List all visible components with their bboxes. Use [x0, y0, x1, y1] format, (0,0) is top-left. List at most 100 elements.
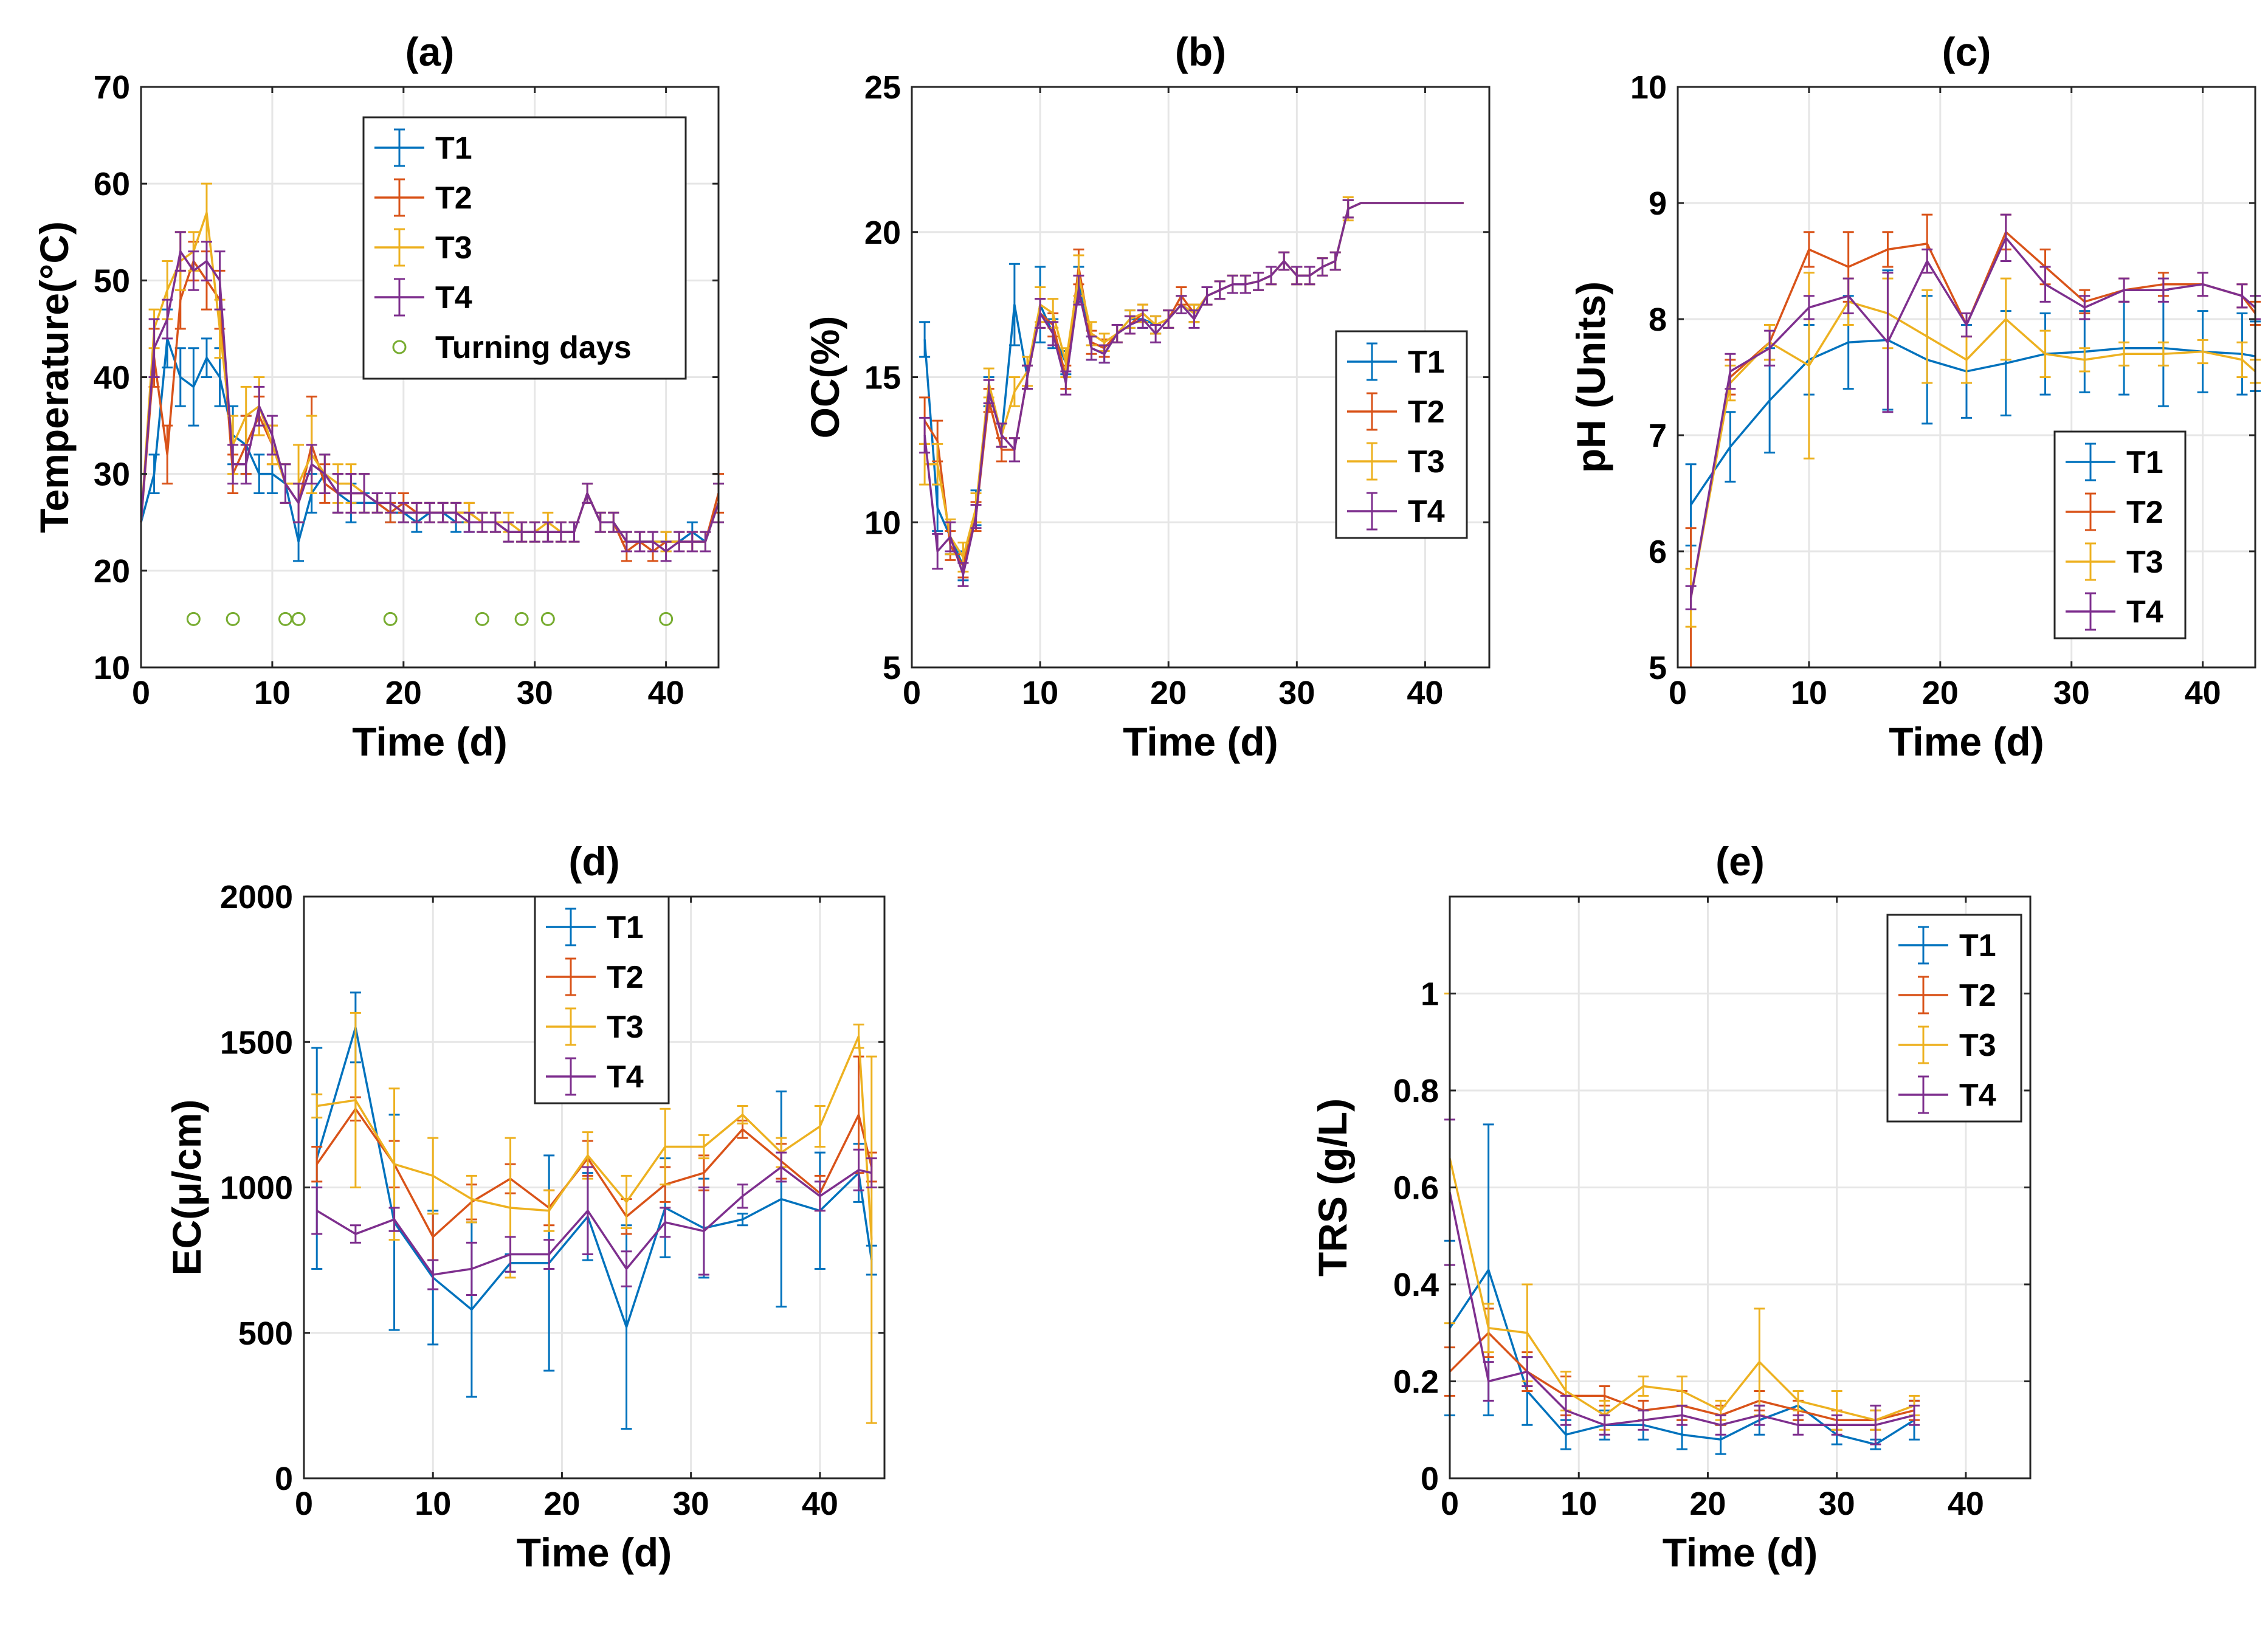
x-axis-label: Time (d) — [352, 719, 507, 764]
series-line-T1 — [1690, 339, 2256, 506]
x-tick-label: 40 — [1407, 675, 1443, 711]
y-tick-label: 0.4 — [1393, 1267, 1439, 1303]
y-tick-label: 40 — [94, 360, 130, 396]
legend-label-T4: T4 — [1959, 1078, 1996, 1113]
x-tick-label: 0 — [903, 675, 921, 711]
legend-label-T2: T2 — [1959, 978, 1996, 1013]
y-tick-label: 6 — [1649, 534, 1667, 570]
x-tick-label: 0 — [1441, 1486, 1459, 1522]
x-tick-label: 0 — [132, 675, 150, 711]
legend: T1 T2 T3 T4 — [1886, 914, 2022, 1123]
x-tick-label: 40 — [1948, 1486, 1984, 1522]
chart-d: 0 10 20 30 40 0 500 1000 1500 2000 (d) Time (d) EC(μ… — [164, 839, 886, 1575]
x-tick-label: 10 — [1791, 675, 1827, 711]
legend-label-T1: T1 — [1959, 928, 1996, 963]
y-tick-label: 60 — [94, 166, 130, 202]
series-line-T4 — [1449, 1192, 1915, 1427]
chart-title: (a) — [405, 29, 455, 74]
turning-day-marker — [540, 611, 555, 626]
turning-day-marker — [659, 611, 674, 626]
turning-day-marker — [278, 611, 292, 626]
y-tick-label: 20 — [94, 553, 130, 590]
legend-label-T2: T2 — [435, 181, 472, 216]
turning-day-marker — [291, 611, 306, 626]
turning-day-marker — [514, 611, 529, 626]
y-tick-label: 0.8 — [1393, 1073, 1439, 1109]
series-line-T1 — [315, 1026, 873, 1328]
y-tick-label: 25 — [864, 69, 901, 106]
y-tick-label: 20 — [864, 215, 901, 251]
legend-box — [2053, 430, 2187, 639]
series-T4 — [919, 199, 1464, 587]
series-line-T4 — [1689, 236, 2256, 598]
legend: T1 T2 T3 T4 — [1335, 330, 1468, 539]
y-tick-label: 0.6 — [1393, 1170, 1439, 1207]
x-tick-label: 0 — [1669, 675, 1687, 711]
legend-label-T3: T3 — [1408, 444, 1445, 480]
x-axis-label: Time (d) — [517, 1530, 672, 1575]
y-tick-label: 5 — [883, 650, 901, 686]
y-tick-label: 0.2 — [1393, 1364, 1439, 1400]
y-tick-label: 30 — [94, 456, 130, 493]
y-tick-label: 10 — [94, 650, 130, 686]
legend-box — [534, 895, 670, 1104]
y-tick-label: 2000 — [220, 879, 293, 915]
chart-b: 0 10 20 30 40 5 10 15 20 25 (b) Time (d) OC(%) T1 T2 T3… — [802, 29, 1491, 764]
chart-title: (e) — [1715, 839, 1765, 884]
y-tick-label: 9 — [1649, 185, 1667, 222]
x-tick-label: 10 — [1022, 675, 1058, 711]
legend-label-T1: T1 — [435, 131, 472, 166]
x-tick-label: 10 — [254, 675, 291, 711]
x-tick-label: 20 — [1922, 675, 1959, 711]
legend-label-T4: T4 — [607, 1059, 644, 1095]
legend-label-T2: T2 — [1408, 394, 1445, 430]
y-tick-label: 1000 — [220, 1170, 293, 1207]
series-line-T3 — [316, 1035, 873, 1240]
legend-label-T2: T2 — [2126, 495, 2163, 530]
series-line-T2 — [1689, 231, 2256, 598]
legend-label-T4: T4 — [435, 280, 472, 315]
x-tick-label: 20 — [543, 1486, 580, 1522]
y-axis-label: OC(%) — [802, 316, 847, 439]
x-tick-label: 30 — [2053, 675, 2090, 711]
legend-label-T1: T1 — [607, 910, 644, 945]
y-axis-label: TRS (g/L) — [1310, 1098, 1355, 1276]
y-tick-label: 0 — [1421, 1461, 1439, 1497]
y-axis-label: EC(μ/cm) — [164, 1100, 209, 1276]
x-tick-label: 40 — [2185, 675, 2221, 711]
legend-label-T4: T4 — [2126, 594, 2163, 630]
x-tick-label: 30 — [1819, 1486, 1855, 1522]
y-tick-label: 8 — [1649, 301, 1667, 338]
series-T4 — [140, 231, 724, 562]
series-T4 — [1685, 213, 2261, 610]
legend-turning-marker — [392, 340, 407, 354]
y-tick-label: 5 — [1649, 650, 1667, 686]
legend-label-T4: T4 — [1408, 494, 1445, 529]
x-tick-label: 0 — [295, 1486, 313, 1522]
x-tick-label: 10 — [1560, 1486, 1597, 1522]
turning-day-marker — [226, 611, 240, 626]
series-T4 — [311, 1148, 877, 1297]
y-tick-label: 1500 — [220, 1024, 293, 1061]
series-line-T2 — [315, 1108, 873, 1238]
y-tick-label: 10 — [864, 505, 901, 541]
legend-label-T1: T1 — [2126, 445, 2163, 480]
x-tick-label: 20 — [1150, 675, 1187, 711]
legend-box — [1335, 330, 1468, 539]
turning-day-marker — [383, 611, 398, 626]
y-tick-label: 7 — [1649, 418, 1667, 454]
series-line-T4 — [923, 202, 1464, 576]
series-line-T4 — [140, 250, 720, 553]
legend: T1 T2 T3 T4 Turning days — [362, 116, 687, 380]
chart-e: 0 10 20 30 40 0 0.2 0.4 0.6 0.8 1 (e) Time (d) TRS (g… — [1310, 839, 2032, 1575]
series-line-T3 — [1449, 1158, 1915, 1422]
x-tick-label: 10 — [415, 1486, 451, 1522]
legend-label-T3: T3 — [435, 230, 472, 266]
legend-label-T3: T3 — [2126, 545, 2163, 580]
legend-label-turning-days: Turning days — [435, 330, 632, 365]
x-tick-label: 30 — [673, 1486, 709, 1522]
y-axis-label: Temperature(°C) — [32, 221, 77, 533]
